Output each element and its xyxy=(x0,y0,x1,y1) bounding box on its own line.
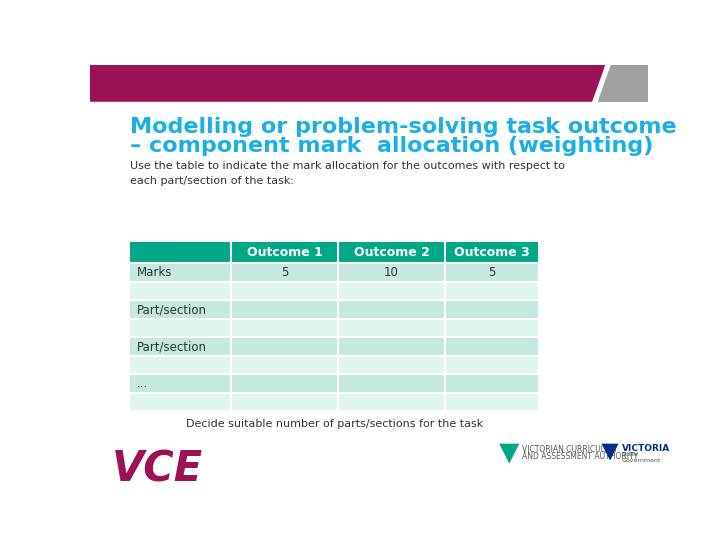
Polygon shape xyxy=(593,65,611,102)
Bar xyxy=(445,374,538,393)
Text: Part/section: Part/section xyxy=(137,340,207,353)
Text: VICTORIA: VICTORIA xyxy=(621,444,670,454)
Bar xyxy=(231,282,338,300)
Bar xyxy=(231,374,338,393)
Bar xyxy=(338,374,445,393)
Bar xyxy=(338,338,445,356)
Bar xyxy=(231,393,338,411)
Bar xyxy=(130,393,231,411)
Bar xyxy=(231,300,338,319)
Bar xyxy=(338,242,445,264)
Text: Marks: Marks xyxy=(137,266,172,279)
Bar xyxy=(130,356,231,374)
Text: 10: 10 xyxy=(384,266,399,279)
Text: Modelling or problem-solving task outcome: Modelling or problem-solving task outcom… xyxy=(130,117,677,137)
Text: Outcome 3: Outcome 3 xyxy=(454,246,529,259)
Text: Part/section: Part/section xyxy=(137,303,207,316)
Bar xyxy=(130,374,231,393)
Bar xyxy=(445,338,538,356)
Bar xyxy=(445,264,538,282)
Text: VCE: VCE xyxy=(112,448,203,490)
Text: Outcome 1: Outcome 1 xyxy=(246,246,323,259)
Bar xyxy=(130,264,231,282)
Bar xyxy=(338,264,445,282)
Text: ...: ... xyxy=(137,377,148,390)
Bar xyxy=(231,264,338,282)
Bar xyxy=(445,300,538,319)
Bar xyxy=(130,242,231,264)
Text: State
Government: State Government xyxy=(621,452,661,463)
Text: 5: 5 xyxy=(487,266,495,279)
Bar xyxy=(445,356,538,374)
Bar xyxy=(231,338,338,356)
Polygon shape xyxy=(90,65,611,102)
Polygon shape xyxy=(601,444,618,461)
Bar xyxy=(445,242,538,264)
Bar xyxy=(338,300,445,319)
Bar xyxy=(445,393,538,411)
Text: 5: 5 xyxy=(281,266,288,279)
Bar xyxy=(130,319,231,338)
Bar xyxy=(338,393,445,411)
Bar xyxy=(231,356,338,374)
Bar xyxy=(231,319,338,338)
Text: AND ASSESSMENT AUTHORITY: AND ASSESSMENT AUTHORITY xyxy=(523,452,639,461)
Bar xyxy=(445,319,538,338)
Text: Use the table to indicate the mark allocation for the outcomes with respect to
e: Use the table to indicate the mark alloc… xyxy=(130,161,565,186)
Polygon shape xyxy=(598,65,648,102)
Bar xyxy=(130,338,231,356)
Text: Decide suitable number of parts/sections for the task: Decide suitable number of parts/sections… xyxy=(186,419,482,429)
Bar xyxy=(338,319,445,338)
Bar xyxy=(338,356,445,374)
Bar xyxy=(338,282,445,300)
Bar xyxy=(445,282,538,300)
Text: – component mark  allocation (weighting): – component mark allocation (weighting) xyxy=(130,136,654,156)
Text: Outcome 2: Outcome 2 xyxy=(354,246,429,259)
Polygon shape xyxy=(499,444,519,464)
Text: VICTORIAN CURRICULUM: VICTORIAN CURRICULUM xyxy=(523,445,617,454)
Bar xyxy=(130,300,231,319)
Bar xyxy=(231,242,338,264)
Bar xyxy=(130,282,231,300)
